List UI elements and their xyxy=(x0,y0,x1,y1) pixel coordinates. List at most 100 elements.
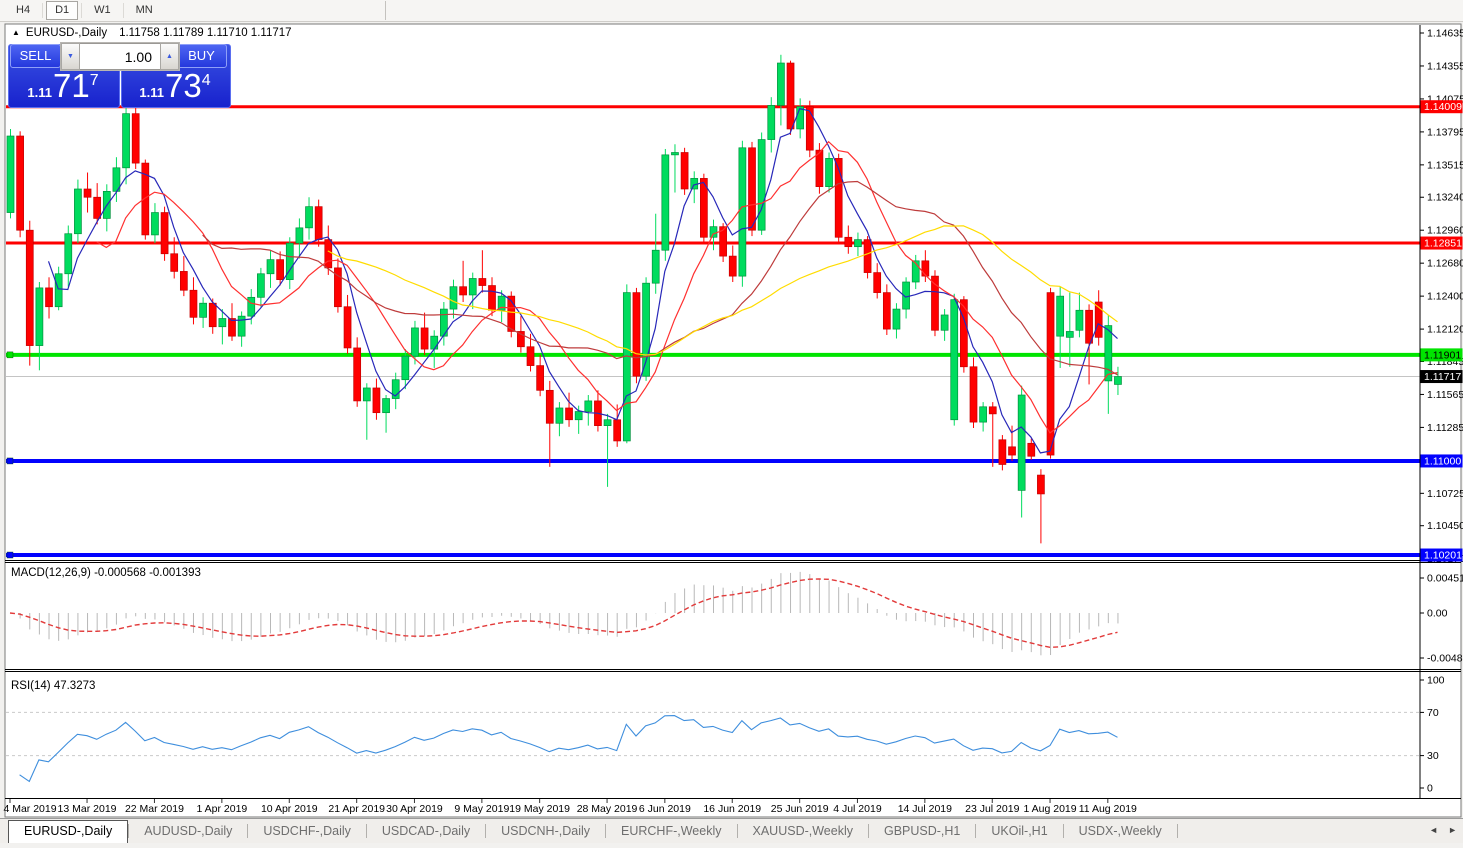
chart-tab-usdchf-daily[interactable]: USDCHF-,Daily xyxy=(263,823,351,838)
candle xyxy=(411,320,419,365)
svg-text:1.12680: 1.12680 xyxy=(1427,258,1463,270)
candle xyxy=(343,294,352,354)
timeframe-button-H4[interactable]: H4 xyxy=(16,4,31,16)
tab-scroll-right-icon[interactable]: ► xyxy=(1448,825,1457,835)
candle xyxy=(1114,366,1122,396)
timeframe-button-MN[interactable]: MN xyxy=(135,4,153,16)
timeframe-button-W1[interactable]: W1 xyxy=(94,4,111,16)
candle xyxy=(863,236,872,279)
ma-line-21 xyxy=(202,180,1118,376)
timeframe-button-D1[interactable]: D1 xyxy=(46,1,79,20)
candle xyxy=(122,104,130,185)
candle xyxy=(555,402,564,437)
volume-input[interactable] xyxy=(80,43,160,70)
candle xyxy=(25,220,34,366)
chart-tab-gbpusd-h1[interactable]: GBPUSD-,H1 xyxy=(883,823,961,838)
candle xyxy=(64,225,73,287)
candle xyxy=(748,141,756,237)
chart-tab-ukoil-h1[interactable]: UKOil-,H1 xyxy=(991,823,1048,838)
date-label: 6 Jun 2019 xyxy=(639,803,691,815)
buy-button[interactable]: BUY xyxy=(176,44,227,68)
sell-price-display: 1.11 71 7 xyxy=(8,69,118,102)
line-drag-handle[interactable] xyxy=(6,457,14,465)
line-drag-handle[interactable] xyxy=(6,551,14,559)
candle xyxy=(45,277,53,319)
candle xyxy=(449,279,458,319)
chart-symbol-label: EURUSD-,Daily xyxy=(25,27,108,39)
price-badge: 1.11717 xyxy=(1420,370,1463,384)
chart-tab-usdx-weekly[interactable]: USDX-,Weekly xyxy=(1078,823,1162,838)
candle xyxy=(873,263,882,299)
macd-axis-label: 0.004517 xyxy=(1427,573,1463,585)
candle xyxy=(979,402,987,432)
candle xyxy=(151,203,159,244)
svg-text:1.14009: 1.14009 xyxy=(1424,101,1462,113)
svg-text:1.12851: 1.12851 xyxy=(1424,238,1462,250)
candle xyxy=(74,179,82,244)
chart-tab-usdcnh-daily[interactable]: USDCNH-,Daily xyxy=(501,823,591,838)
chart-tab-eurusd-daily[interactable]: EURUSD-,Daily xyxy=(8,819,129,843)
sell-price-pip: 7 xyxy=(89,72,99,89)
sell-price-big: 71 xyxy=(52,67,90,104)
candle xyxy=(651,213,660,294)
one-click-trade-panel: SELL BUY ▼ ▲ 1.11 71 7 1.11 73 4 xyxy=(8,42,231,108)
candle xyxy=(1075,292,1084,338)
candle xyxy=(353,337,362,407)
tab-separator xyxy=(247,824,249,838)
candle xyxy=(969,357,978,428)
tab-scroll-left-icon[interactable]: ◄ xyxy=(1429,825,1439,835)
candle xyxy=(208,298,217,334)
buy-price-display: 1.11 73 4 xyxy=(121,69,229,102)
sell-price-prefix: 1.11 xyxy=(27,85,52,100)
chart-tab-usdcad-daily[interactable]: USDCAD-,Daily xyxy=(381,823,471,838)
candle xyxy=(478,250,487,293)
svg-text:1.14635: 1.14635 xyxy=(1427,28,1463,40)
price-badge: 1.10201 xyxy=(1420,548,1463,562)
chart-tab-audusd-daily[interactable]: AUDUSD-,Daily xyxy=(144,823,233,838)
candle xyxy=(285,237,294,290)
macd-label: MACD(12,26,9) -0.000568 -0.001393 xyxy=(11,567,201,579)
candle xyxy=(257,267,265,307)
candle xyxy=(1065,292,1074,367)
chart-tab-bar: EURUSD-,Daily AUDUSD-,Daily USDCHF-,Daily U… xyxy=(0,818,1463,843)
date-label: 16 Jun 2019 xyxy=(703,803,761,815)
candle xyxy=(372,378,381,420)
date-label: 30 Apr 2019 xyxy=(386,803,443,815)
sell-button[interactable]: SELL xyxy=(10,44,61,68)
candle xyxy=(661,148,670,261)
candle xyxy=(1094,290,1103,346)
ma-line-5 xyxy=(47,108,1118,454)
volume-increase-button[interactable]: ▲ xyxy=(160,43,179,70)
candle xyxy=(998,435,1007,471)
chart-tab-eurchf-weekly[interactable]: EURCHF-,Weekly xyxy=(621,823,722,838)
tab-separator xyxy=(1176,824,1178,838)
candle xyxy=(1017,385,1026,518)
tab-separator xyxy=(736,824,738,838)
tab-separator xyxy=(128,824,130,838)
line-drag-handle[interactable] xyxy=(6,351,14,359)
volume-decrease-button[interactable]: ▼ xyxy=(61,43,80,70)
macd-histogram xyxy=(19,571,1119,656)
chart-tab-xauusd-weekly[interactable]: XAUUSD-,Weekly xyxy=(752,823,853,838)
candle xyxy=(16,131,24,238)
candle xyxy=(459,260,467,303)
svg-text:1.10201: 1.10201 xyxy=(1424,550,1462,562)
candle xyxy=(382,395,390,433)
date-label: 4 Jul 2019 xyxy=(833,803,882,815)
candle xyxy=(536,354,545,397)
timeframe-toolbar: H4 D1 W1 MN xyxy=(0,0,1463,22)
candle xyxy=(940,309,949,341)
date-label: 28 May 2019 xyxy=(577,803,638,815)
price-badge: 1.12851 xyxy=(1420,236,1463,250)
collapse-arrow-icon[interactable]: ▲ xyxy=(12,27,20,37)
candle xyxy=(680,147,689,195)
date-label: 10 Apr 2019 xyxy=(261,803,318,815)
candle xyxy=(584,395,593,426)
tab-separator xyxy=(605,824,607,838)
price-axis-labels: 1.146351.143551.140751.137951.135151.132… xyxy=(1420,28,1463,565)
candle xyxy=(420,312,429,355)
candle xyxy=(401,349,410,390)
horizontal-lines xyxy=(6,105,1420,559)
price-badge: 1.14009 xyxy=(1420,100,1463,114)
candle xyxy=(815,143,824,194)
